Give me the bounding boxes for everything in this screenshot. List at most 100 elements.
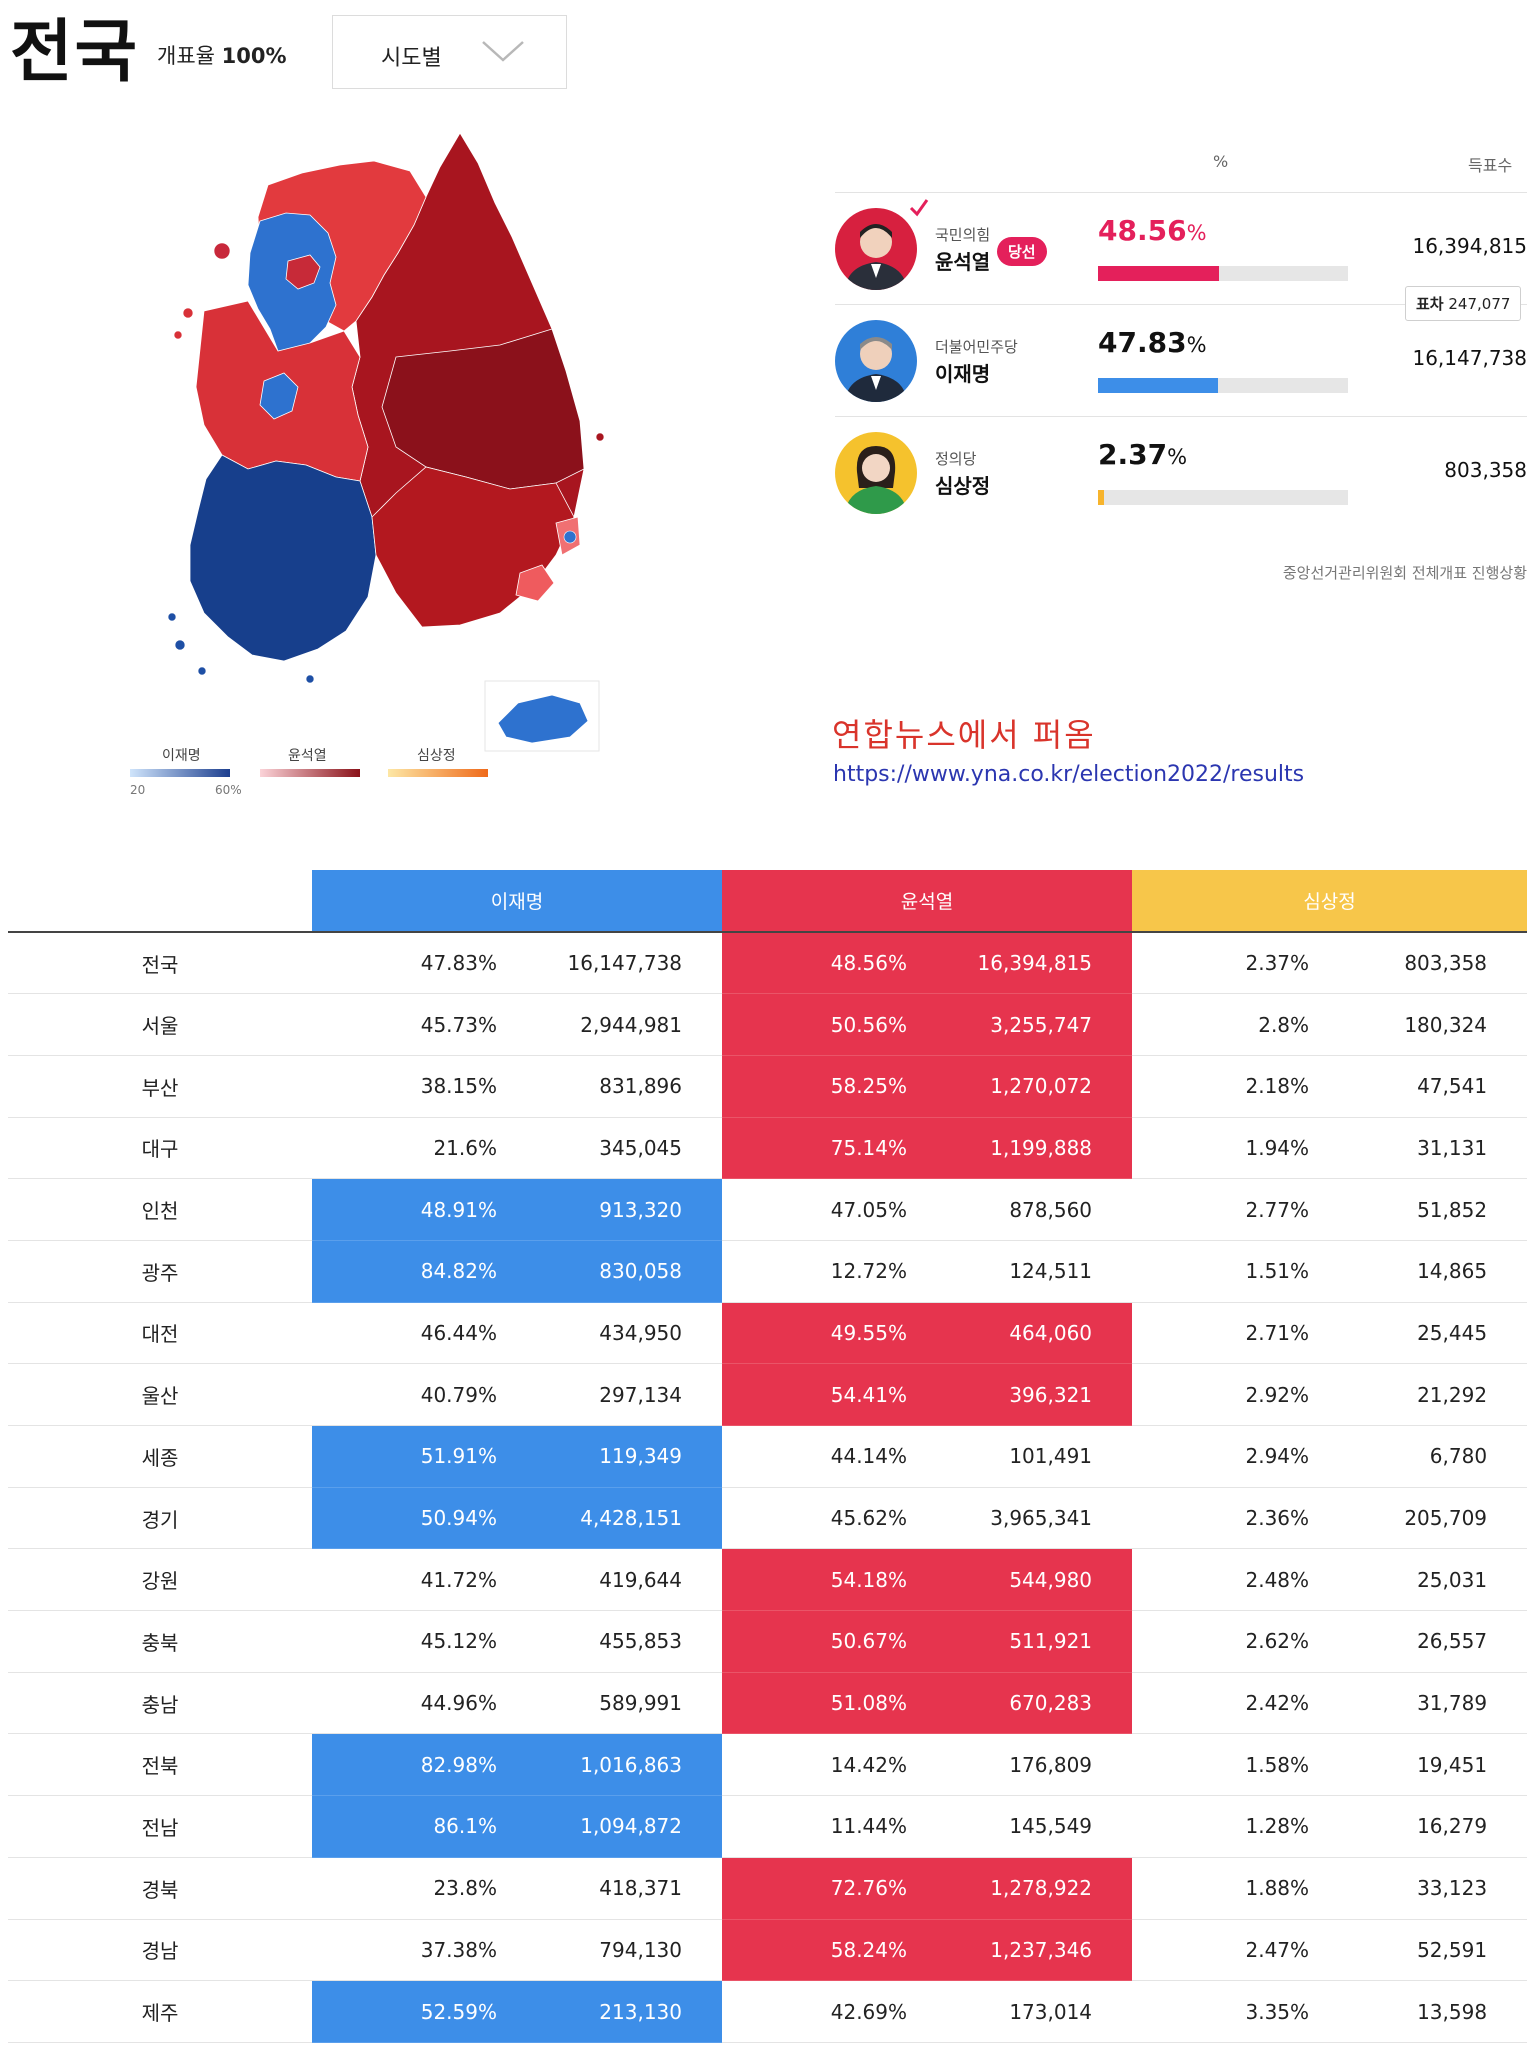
yoon-pct-cell: 75.14% [722,1117,928,1180]
yoon-votes-cell: 176,809 [927,1733,1133,1797]
lee-pct-cell: 86.1% [312,1795,517,1858]
table-row: 전국 47.83% 16,147,738 48.56% 16,394,815 2.37% 8… [8,932,1528,995]
table-row: 대구 21.6% 345,045 75.14% 1,199,888 1.94% 31,131 [8,1117,1528,1180]
yoon-pct-cell: 45.62% [722,1487,928,1550]
chevron-down-icon [482,41,524,62]
lee-votes-cell: 345,045 [517,1117,723,1180]
party-label: 더불어민주당 [935,338,1018,356]
sim-votes-cell: 52,591 [1329,1919,1528,1982]
sim-pct-cell: 1.51% [1132,1240,1330,1303]
table-row: 경기 50.94% 4,428,151 45.62% 3,965,341 2.36% 205… [8,1487,1528,1550]
region-cell: 전북 [8,1733,312,1797]
table-row: 부산 38.15% 831,896 58.25% 1,270,072 2.18% 47,54… [8,1055,1528,1118]
lee-votes-cell: 1,094,872 [517,1795,723,1858]
sim-votes-cell: 21,292 [1329,1363,1528,1426]
source-note: 중앙선거관리위원회 전체개표 진행상황 [1282,564,1527,582]
region-cell: 충남 [8,1672,312,1735]
lee-votes-cell: 794,130 [517,1919,723,1982]
lee-votes-cell: 455,853 [517,1610,723,1673]
header-sim: 심상정 [1132,870,1528,932]
share-bar [1098,378,1348,393]
region-cell: 서울 [8,993,312,1056]
yoon-votes-cell: 173,014 [927,1980,1133,2043]
legend-label-sim: 심상정 [417,748,456,764]
region-selector-dropdown[interactable]: 시도별 [332,15,567,89]
table-row: 강원 41.72% 419,644 54.18% 544,980 2.48% 25,031 [8,1548,1528,1612]
legend-scale-sim [388,769,488,777]
yoon-votes-cell: 544,980 [927,1548,1133,1612]
region-cell: 전국 [8,932,312,995]
lee-votes-cell: 119,349 [517,1425,723,1488]
map-legend: 이재명 윤석열 심상정 20 60% [130,745,510,805]
lee-pct-cell: 38.15% [312,1055,517,1118]
map-region-sejong[interactable] [259,372,299,420]
region-selector-label: 시도별 [381,46,442,71]
party-label: 국민의힘 [935,226,991,244]
yoon-pct-cell: 42.69% [722,1980,928,2043]
region-cell: 광주 [8,1240,312,1303]
candidate-pct: 2.37% [1098,438,1187,471]
candidate-name: 이재명 [935,362,991,386]
yoon-votes-cell: 396,321 [927,1363,1133,1426]
sim-votes-cell: 13,598 [1329,1980,1528,2043]
map-region-honam[interactable] [189,454,377,662]
yoon-votes-cell: 511,921 [927,1610,1133,1673]
map-region-jeju[interactable] [497,694,589,744]
map-region-capital[interactable] [247,212,337,358]
legend-label-lee: 이재명 [162,748,201,764]
elected-badge: 당선 [997,237,1047,266]
map-region-gyeongnam[interactable] [371,466,575,628]
map-region-busan[interactable] [515,564,555,602]
yoon-pct-cell: 58.25% [722,1055,928,1118]
yoon-pct-cell: 11.44% [722,1795,928,1858]
yoon-pct-cell: 44.14% [722,1425,928,1488]
column-header-pct: % [1213,152,1229,171]
party-label: 정의당 [935,450,977,468]
count-rate: 개표율 100% [157,40,287,70]
map-region-gyeongbuk[interactable] [381,328,585,490]
sim-votes-cell: 25,445 [1329,1302,1528,1365]
pct-unit: % [1186,333,1207,357]
sim-votes-cell: 47,541 [1329,1055,1528,1118]
region-cell: 인천 [8,1178,312,1241]
region-cell: 강원 [8,1548,312,1612]
credit-link[interactable]: https://www.yna.co.kr/election2022/resul… [833,762,1305,787]
share-bar-fill [1098,266,1220,281]
sim-pct-cell: 2.48% [1132,1548,1330,1612]
share-bar-fill [1098,378,1218,393]
legend-label-yoon: 윤석열 [288,748,327,764]
lee-votes-cell: 913,320 [517,1178,723,1241]
header-lee: 이재명 [312,870,723,932]
table-row: 충북 45.12% 455,853 50.67% 511,921 2.62% 26,557 [8,1610,1528,1673]
lee-votes-cell: 2,944,981 [517,993,723,1056]
yoon-pct-cell: 54.41% [722,1363,928,1426]
table-row: 세종 51.91% 119,349 44.14% 101,491 2.94% 6,780 [8,1425,1528,1488]
lee-votes-cell: 16,147,738 [517,932,723,995]
sim-votes-cell: 19,451 [1329,1733,1528,1797]
lee-pct-cell: 23.8% [312,1857,517,1920]
candidate-votes: 16,147,738 [1412,346,1527,370]
lee-votes-cell: 831,896 [517,1055,723,1118]
yoon-votes-cell: 124,511 [927,1240,1133,1303]
map-region-seoul[interactable] [285,254,321,290]
candidate-name: 심상정 [935,474,991,498]
avatar-sim [835,432,917,514]
korea-results-map [167,132,605,752]
table-row: 전북 82.98% 1,016,863 14.42% 176,809 1.58% 19,45… [8,1733,1528,1797]
sim-votes-cell: 14,865 [1329,1240,1528,1303]
sim-pct-cell: 2.36% [1132,1487,1330,1550]
region-cell: 경남 [8,1919,312,1982]
sim-votes-cell: 31,789 [1329,1672,1528,1735]
region-cell: 전남 [8,1795,312,1858]
lee-votes-cell: 4,428,151 [517,1487,723,1550]
divider [835,304,1527,305]
lee-pct-cell: 51.91% [312,1425,517,1488]
pct-value: 48.56 [1098,214,1187,247]
share-bar [1098,266,1348,281]
yoon-pct-cell: 72.76% [722,1857,928,1920]
sim-pct-cell: 1.88% [1132,1857,1330,1920]
region-cell: 제주 [8,1980,312,2043]
pct-value: 47.83 [1098,326,1187,359]
share-bar [1098,490,1348,505]
yoon-pct-cell: 50.67% [722,1610,928,1673]
